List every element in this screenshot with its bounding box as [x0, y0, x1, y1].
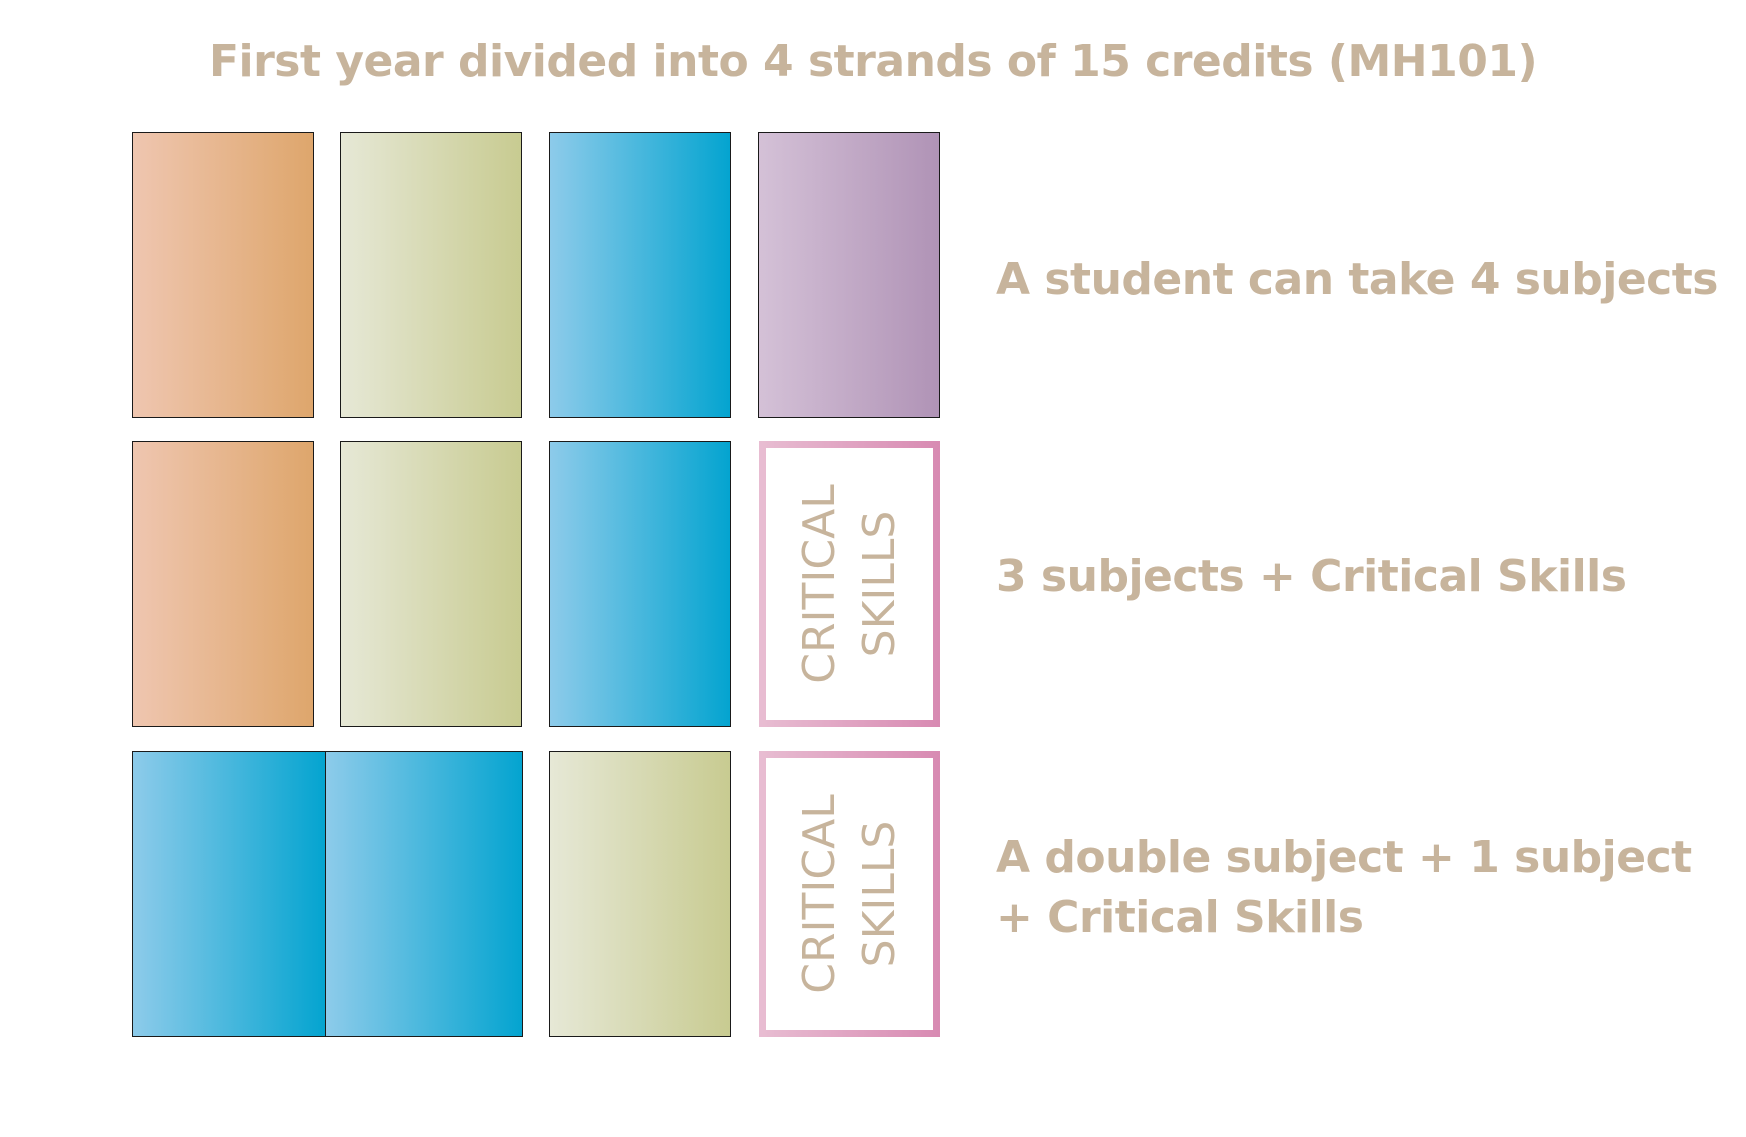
subject-block-green: [340, 441, 522, 727]
critical-skills-block: CRITICAL SKILLS: [759, 441, 940, 727]
diagram-title: First year divided into 4 strands of 15 …: [208, 36, 1538, 87]
row-label-line1: 3 subjects + Critical Skills: [996, 551, 1627, 602]
critical-skills-line2: SKILLS: [853, 820, 905, 968]
critical-skills-line1: CRITICAL: [793, 794, 845, 994]
subject-block-blue: [549, 132, 731, 418]
critical-skills-inner: CRITICAL SKILLS: [766, 448, 933, 720]
critical-skills-text: CRITICAL SKILLS: [790, 794, 910, 994]
row-three-subjects-critical-skills: CRITICAL SKILLS 3 subjects + Critical Sk…: [0, 441, 1746, 731]
subject-block-orange: [132, 441, 314, 727]
row-label-line1: A double subject + 1 subject: [996, 832, 1692, 883]
row-label: A student can take 4 subjects: [996, 250, 1718, 310]
subject-block-purple: [758, 132, 940, 418]
row-label: A double subject + 1 subject + Critical …: [996, 828, 1692, 948]
critical-skills-inner: CRITICAL SKILLS: [766, 758, 933, 1030]
critical-skills-block: CRITICAL SKILLS: [759, 751, 940, 1037]
subject-block-orange: [132, 132, 314, 418]
row-label: 3 subjects + Critical Skills: [996, 547, 1627, 607]
double-subject-block-right: [325, 751, 523, 1037]
row-four-subjects: A student can take 4 subjects: [0, 132, 1746, 422]
critical-skills-line1: CRITICAL: [793, 484, 845, 684]
double-subject-block-left: [132, 751, 326, 1037]
row-double-subject-critical-skills: CRITICAL SKILLS A double subject + 1 sub…: [0, 751, 1746, 1041]
subject-block-blue: [549, 441, 731, 727]
row-label-line2: + Critical Skills: [996, 892, 1364, 943]
subject-block-green: [549, 751, 731, 1037]
row-label-line1: A student can take 4 subjects: [996, 254, 1718, 305]
critical-skills-line2: SKILLS: [853, 510, 905, 658]
subject-block-green: [340, 132, 522, 418]
critical-skills-text: CRITICAL SKILLS: [790, 484, 910, 684]
